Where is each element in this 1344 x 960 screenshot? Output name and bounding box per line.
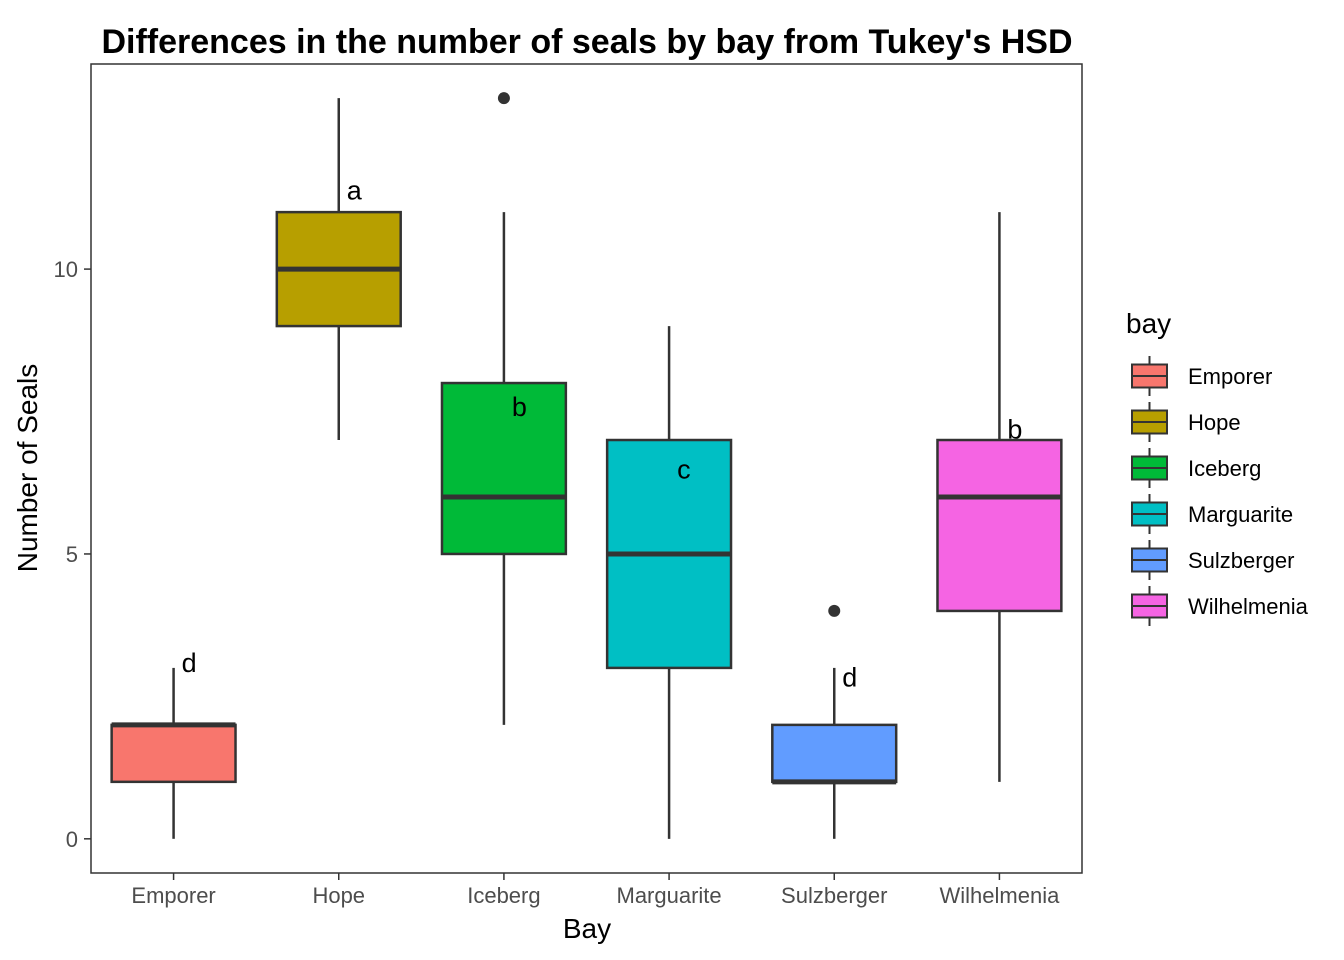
box-iceberg xyxy=(440,92,568,725)
y-tick-label: 5 xyxy=(66,542,78,567)
tukey-letter: b xyxy=(1007,415,1022,445)
tukey-letter: a xyxy=(347,175,363,205)
box-iqr xyxy=(771,723,898,784)
plot-panel xyxy=(90,63,1083,874)
legend: bay Emporer Hope Iceberg Marguarite Sulzberg… xyxy=(1126,308,1309,626)
tukey-letters: d a b c d b xyxy=(182,175,1023,692)
box-marguarite xyxy=(605,326,733,839)
box-wilhelmenia xyxy=(936,212,1063,782)
box-iqr xyxy=(440,381,568,556)
y-axis-title: Number of Seals xyxy=(12,364,43,573)
outlier-point xyxy=(828,604,841,617)
legend-item-marguarite: Marguarite xyxy=(1131,494,1293,534)
chart-title: Differences in the number of seals by ba… xyxy=(101,23,1072,61)
box-iqr xyxy=(110,723,237,784)
tukey-letter: b xyxy=(512,392,527,422)
x-axis: Emporer Hope Iceberg Marguarite Sulzberger Wi… xyxy=(131,873,1060,908)
box-iqr xyxy=(936,438,1063,613)
box-series xyxy=(110,92,1063,839)
legend-label: Iceberg xyxy=(1188,456,1261,481)
legend-item-hope: Hope xyxy=(1131,402,1241,442)
tukey-letter: c xyxy=(677,455,691,485)
y-axis: 0 5 10 xyxy=(54,257,91,852)
box-hope xyxy=(275,98,402,441)
legend-item-sulzberger: Sulzberger xyxy=(1131,540,1294,580)
x-tick-label: Wilhelmenia xyxy=(940,883,1061,908)
x-axis-title: Bay xyxy=(563,913,611,944)
legend-label: Wilhelmenia xyxy=(1188,594,1309,619)
y-tick-label: 0 xyxy=(66,827,78,852)
outlier-point xyxy=(497,92,510,105)
x-tick-label: Iceberg xyxy=(467,883,540,908)
x-tick-label: Sulzberger xyxy=(781,883,887,908)
legend-item-emporer: Emporer xyxy=(1131,356,1272,396)
y-tick-label: 10 xyxy=(54,257,78,282)
tukey-letter: d xyxy=(842,662,857,692)
box-emporer xyxy=(110,667,237,839)
box-sulzberger xyxy=(771,604,898,839)
legend-label: Hope xyxy=(1188,410,1241,435)
tukey-letter: d xyxy=(182,648,197,678)
x-tick-label: Marguarite xyxy=(617,883,722,908)
x-tick-label: Emporer xyxy=(131,883,215,908)
legend-item-wilhelmenia: Wilhelmenia xyxy=(1131,586,1309,626)
legend-item-iceberg: Iceberg xyxy=(1131,448,1261,488)
legend-label: Marguarite xyxy=(1188,502,1293,527)
legend-label: Emporer xyxy=(1188,364,1272,389)
legend-title: bay xyxy=(1126,308,1171,339)
x-tick-label: Hope xyxy=(312,883,365,908)
legend-label: Sulzberger xyxy=(1188,548,1294,573)
